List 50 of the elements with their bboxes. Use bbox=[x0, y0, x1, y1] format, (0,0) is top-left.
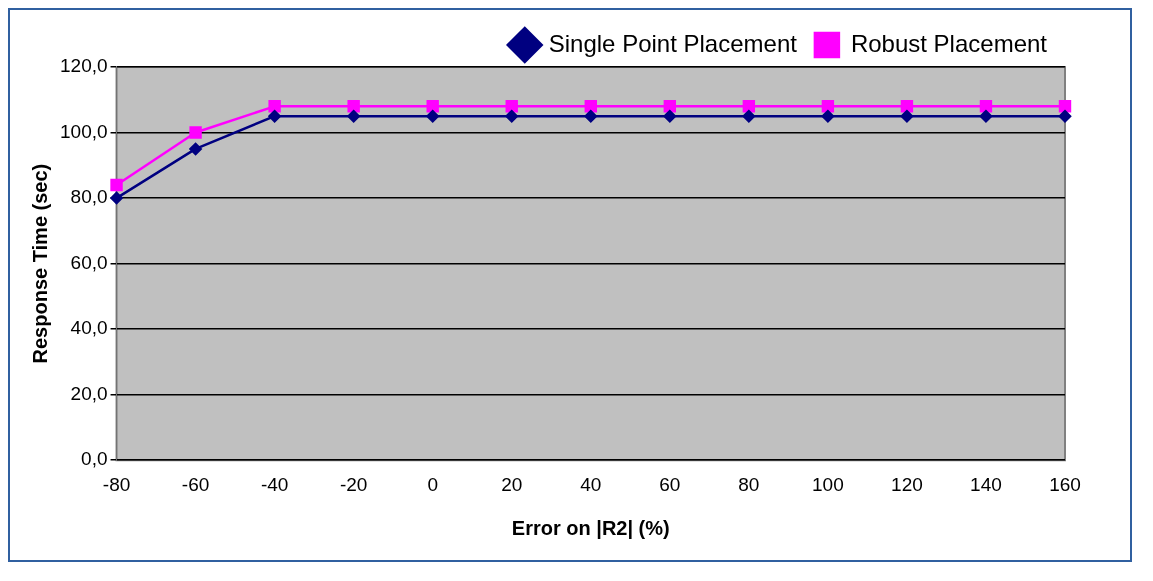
point bbox=[426, 100, 439, 113]
point bbox=[347, 109, 360, 123]
point bbox=[821, 109, 835, 123]
point bbox=[505, 100, 518, 113]
y-tick-label: 0,0 bbox=[81, 448, 108, 470]
point bbox=[663, 109, 677, 123]
point bbox=[979, 100, 993, 113]
point bbox=[110, 191, 123, 205]
x-tick-label: -60 bbox=[181, 473, 210, 495]
point bbox=[1058, 109, 1072, 123]
point bbox=[584, 100, 597, 113]
x-tick-label: 60 bbox=[659, 473, 681, 495]
x-tick-label: -20 bbox=[339, 473, 368, 495]
y-tick-label: 80,0 bbox=[70, 186, 108, 208]
x-axis-title: Error on |R2| (%) bbox=[511, 516, 670, 539]
point bbox=[900, 109, 914, 123]
point bbox=[663, 100, 677, 113]
x-tick-label: -80 bbox=[102, 473, 131, 495]
x-tick-label: 0 bbox=[427, 473, 438, 495]
point bbox=[347, 100, 360, 113]
x-tick-label: 20 bbox=[501, 473, 523, 495]
y-tick-label: 120,0 bbox=[60, 55, 108, 77]
y-tick-label: 100,0 bbox=[60, 120, 108, 142]
point bbox=[742, 100, 756, 113]
point bbox=[1058, 100, 1072, 113]
point bbox=[742, 109, 756, 123]
point bbox=[821, 100, 835, 113]
y-tick-label: 20,0 bbox=[70, 382, 108, 404]
x-tick-label: 160 bbox=[1049, 473, 1081, 495]
point bbox=[110, 178, 123, 192]
x-tick-label: 100 bbox=[812, 473, 844, 495]
y-axis-title: Response Time (sec) bbox=[28, 163, 51, 364]
point bbox=[189, 126, 202, 139]
x-tick-label: -40 bbox=[260, 473, 289, 495]
legend-label: Robust Placement bbox=[850, 29, 1048, 57]
y-tick-label: 40,0 bbox=[70, 317, 108, 339]
point bbox=[426, 109, 439, 123]
point bbox=[584, 109, 598, 123]
x-tick-label: 80 bbox=[738, 473, 760, 495]
y-tick-label: 60,0 bbox=[70, 251, 108, 273]
point bbox=[189, 142, 202, 156]
point bbox=[900, 100, 914, 113]
x-tick-label: 140 bbox=[970, 473, 1002, 495]
legend-label: Single Point Placement bbox=[548, 29, 798, 57]
point bbox=[979, 109, 993, 123]
x-tick-label: 120 bbox=[891, 473, 923, 495]
point bbox=[505, 109, 518, 123]
point bbox=[268, 100, 281, 113]
point bbox=[268, 109, 281, 123]
x-tick-label: 40 bbox=[580, 473, 602, 495]
